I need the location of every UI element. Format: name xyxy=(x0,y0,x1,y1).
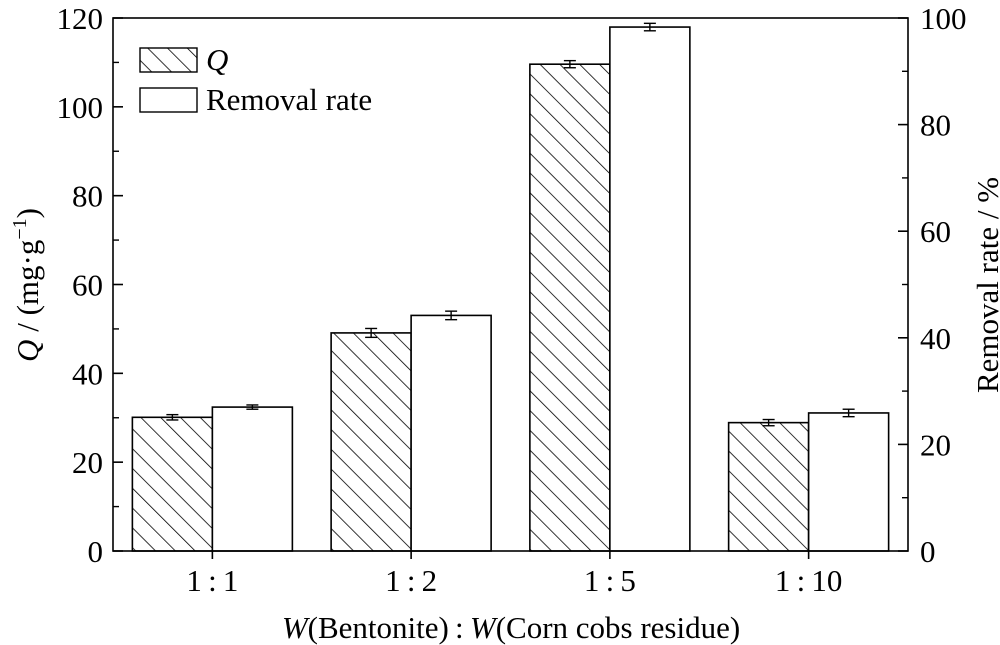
legend-label-removal-rate: Removal rate xyxy=(206,82,372,117)
bar-q-3 xyxy=(529,63,611,552)
error-bar-removal-rate-3 xyxy=(643,22,656,32)
y-left-tick-label: 120 xyxy=(57,1,104,36)
x-tick-label: 1 : 5 xyxy=(584,563,636,598)
x-axis-title-part1: (Bentonite) : xyxy=(308,610,470,645)
x-axis-title: W(Bentonite) : W(Corn cobs residue) xyxy=(282,610,740,645)
bar-removal-rate-1 xyxy=(211,406,294,552)
y-axis-left-title-close: ) xyxy=(10,208,45,218)
y-left-tick-label: 100 xyxy=(57,90,104,125)
bar-removal-rate-3 xyxy=(609,26,691,552)
x-tick-label: 1 : 1 xyxy=(186,563,238,598)
error-bar-removal-rate-1 xyxy=(246,404,259,410)
y-right-tick-label: 20 xyxy=(920,427,951,462)
x-axis-title-w1: W xyxy=(282,610,311,645)
y-axis-left: 0 20 40 60 80 100 120 xyxy=(57,1,123,569)
y-left-tick-label: 0 xyxy=(88,534,104,569)
x-axis: 1 : 1 1 : 2 1 : 5 1 : 10 xyxy=(186,551,842,598)
error-bar-removal-rate-2 xyxy=(445,310,458,321)
y-right-tick-label: 80 xyxy=(920,108,951,143)
legend-swatch-removal-rate xyxy=(139,87,198,113)
y-axis-right: 0 20 40 60 80 100 xyxy=(898,1,967,569)
x-axis-title-w2: W xyxy=(470,610,499,645)
x-tick-label: 1 : 10 xyxy=(775,563,843,598)
error-bar-q-3 xyxy=(563,59,576,69)
y-axis-left-title: Q / (mg·g−1) xyxy=(9,208,45,362)
x-axis-title-part2: (Corn cobs residue) xyxy=(496,610,741,645)
bar-q-1 xyxy=(131,416,214,552)
y-right-tick-label: 60 xyxy=(920,214,951,249)
y-left-tick-label: 80 xyxy=(72,179,103,214)
y-right-tick-label: 40 xyxy=(920,321,951,356)
error-bar-q-4 xyxy=(762,418,775,427)
legend-label-q: Q xyxy=(206,42,228,77)
bar-q-4 xyxy=(727,421,810,552)
error-bar-q-1 xyxy=(166,413,179,421)
y-axis-left-title-sup: −1 xyxy=(9,218,31,239)
bars-layer xyxy=(131,26,890,552)
legend: Q Removal rate xyxy=(139,42,372,117)
bar-removal-rate-2 xyxy=(410,314,492,552)
y-axis-right-title: Removal rate / % xyxy=(970,177,1000,393)
y-axis-left-title-q: Q xyxy=(10,340,45,362)
y-left-tick-label: 40 xyxy=(72,356,103,391)
x-tick-label: 1 : 2 xyxy=(385,563,437,598)
y-right-tick-label: 100 xyxy=(920,1,967,36)
error-bars-layer xyxy=(166,22,855,427)
error-bar-q-2 xyxy=(365,327,378,339)
y-right-tick-label: 0 xyxy=(920,534,936,569)
y-axis-left-title-unit: / (mg·g xyxy=(10,240,45,340)
bar-q-2 xyxy=(330,332,412,552)
y-left-tick-label: 20 xyxy=(72,445,103,480)
y-left-tick-label: 60 xyxy=(72,268,103,303)
error-bar-removal-rate-4 xyxy=(842,408,855,418)
legend-swatch-q xyxy=(139,47,198,73)
bar-removal-rate-4 xyxy=(807,412,890,552)
